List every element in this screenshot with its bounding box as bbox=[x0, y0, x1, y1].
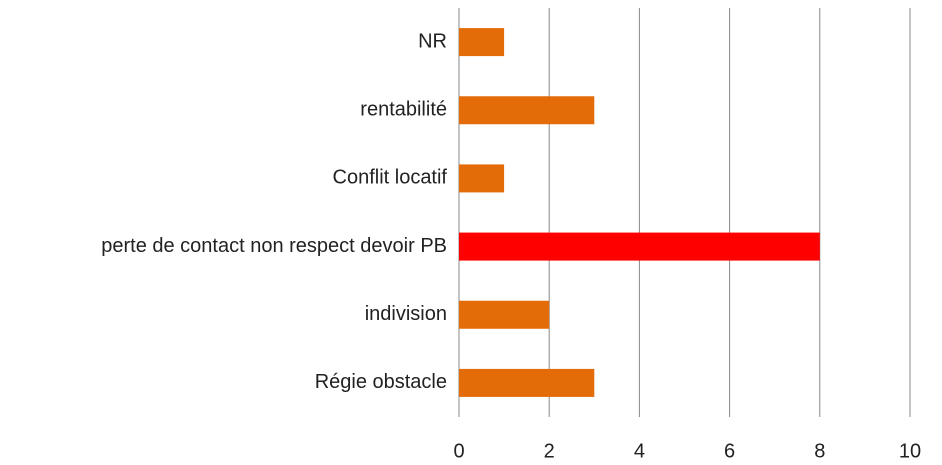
x-tick-label: 2 bbox=[544, 440, 555, 462]
bar bbox=[459, 232, 820, 261]
x-tick-label: 10 bbox=[899, 440, 921, 462]
y-tick-label: indivision bbox=[365, 303, 447, 325]
bar bbox=[459, 300, 550, 329]
bar bbox=[459, 164, 505, 193]
bar bbox=[459, 96, 595, 125]
x-tick-label: 4 bbox=[634, 440, 645, 462]
x-tick-label: 0 bbox=[453, 440, 464, 462]
y-tick-label: rentabilité bbox=[360, 99, 447, 121]
x-tick-label: 6 bbox=[724, 440, 735, 462]
bar bbox=[459, 28, 505, 57]
y-tick-label: Régie obstacle bbox=[315, 371, 447, 393]
x-tick-label: 8 bbox=[814, 440, 825, 462]
y-tick-label: NR bbox=[418, 30, 447, 52]
bar bbox=[459, 368, 595, 397]
y-tick-label: perte de contact non respect devoir PB bbox=[101, 235, 447, 257]
y-tick-label: Conflit locatif bbox=[333, 167, 448, 189]
